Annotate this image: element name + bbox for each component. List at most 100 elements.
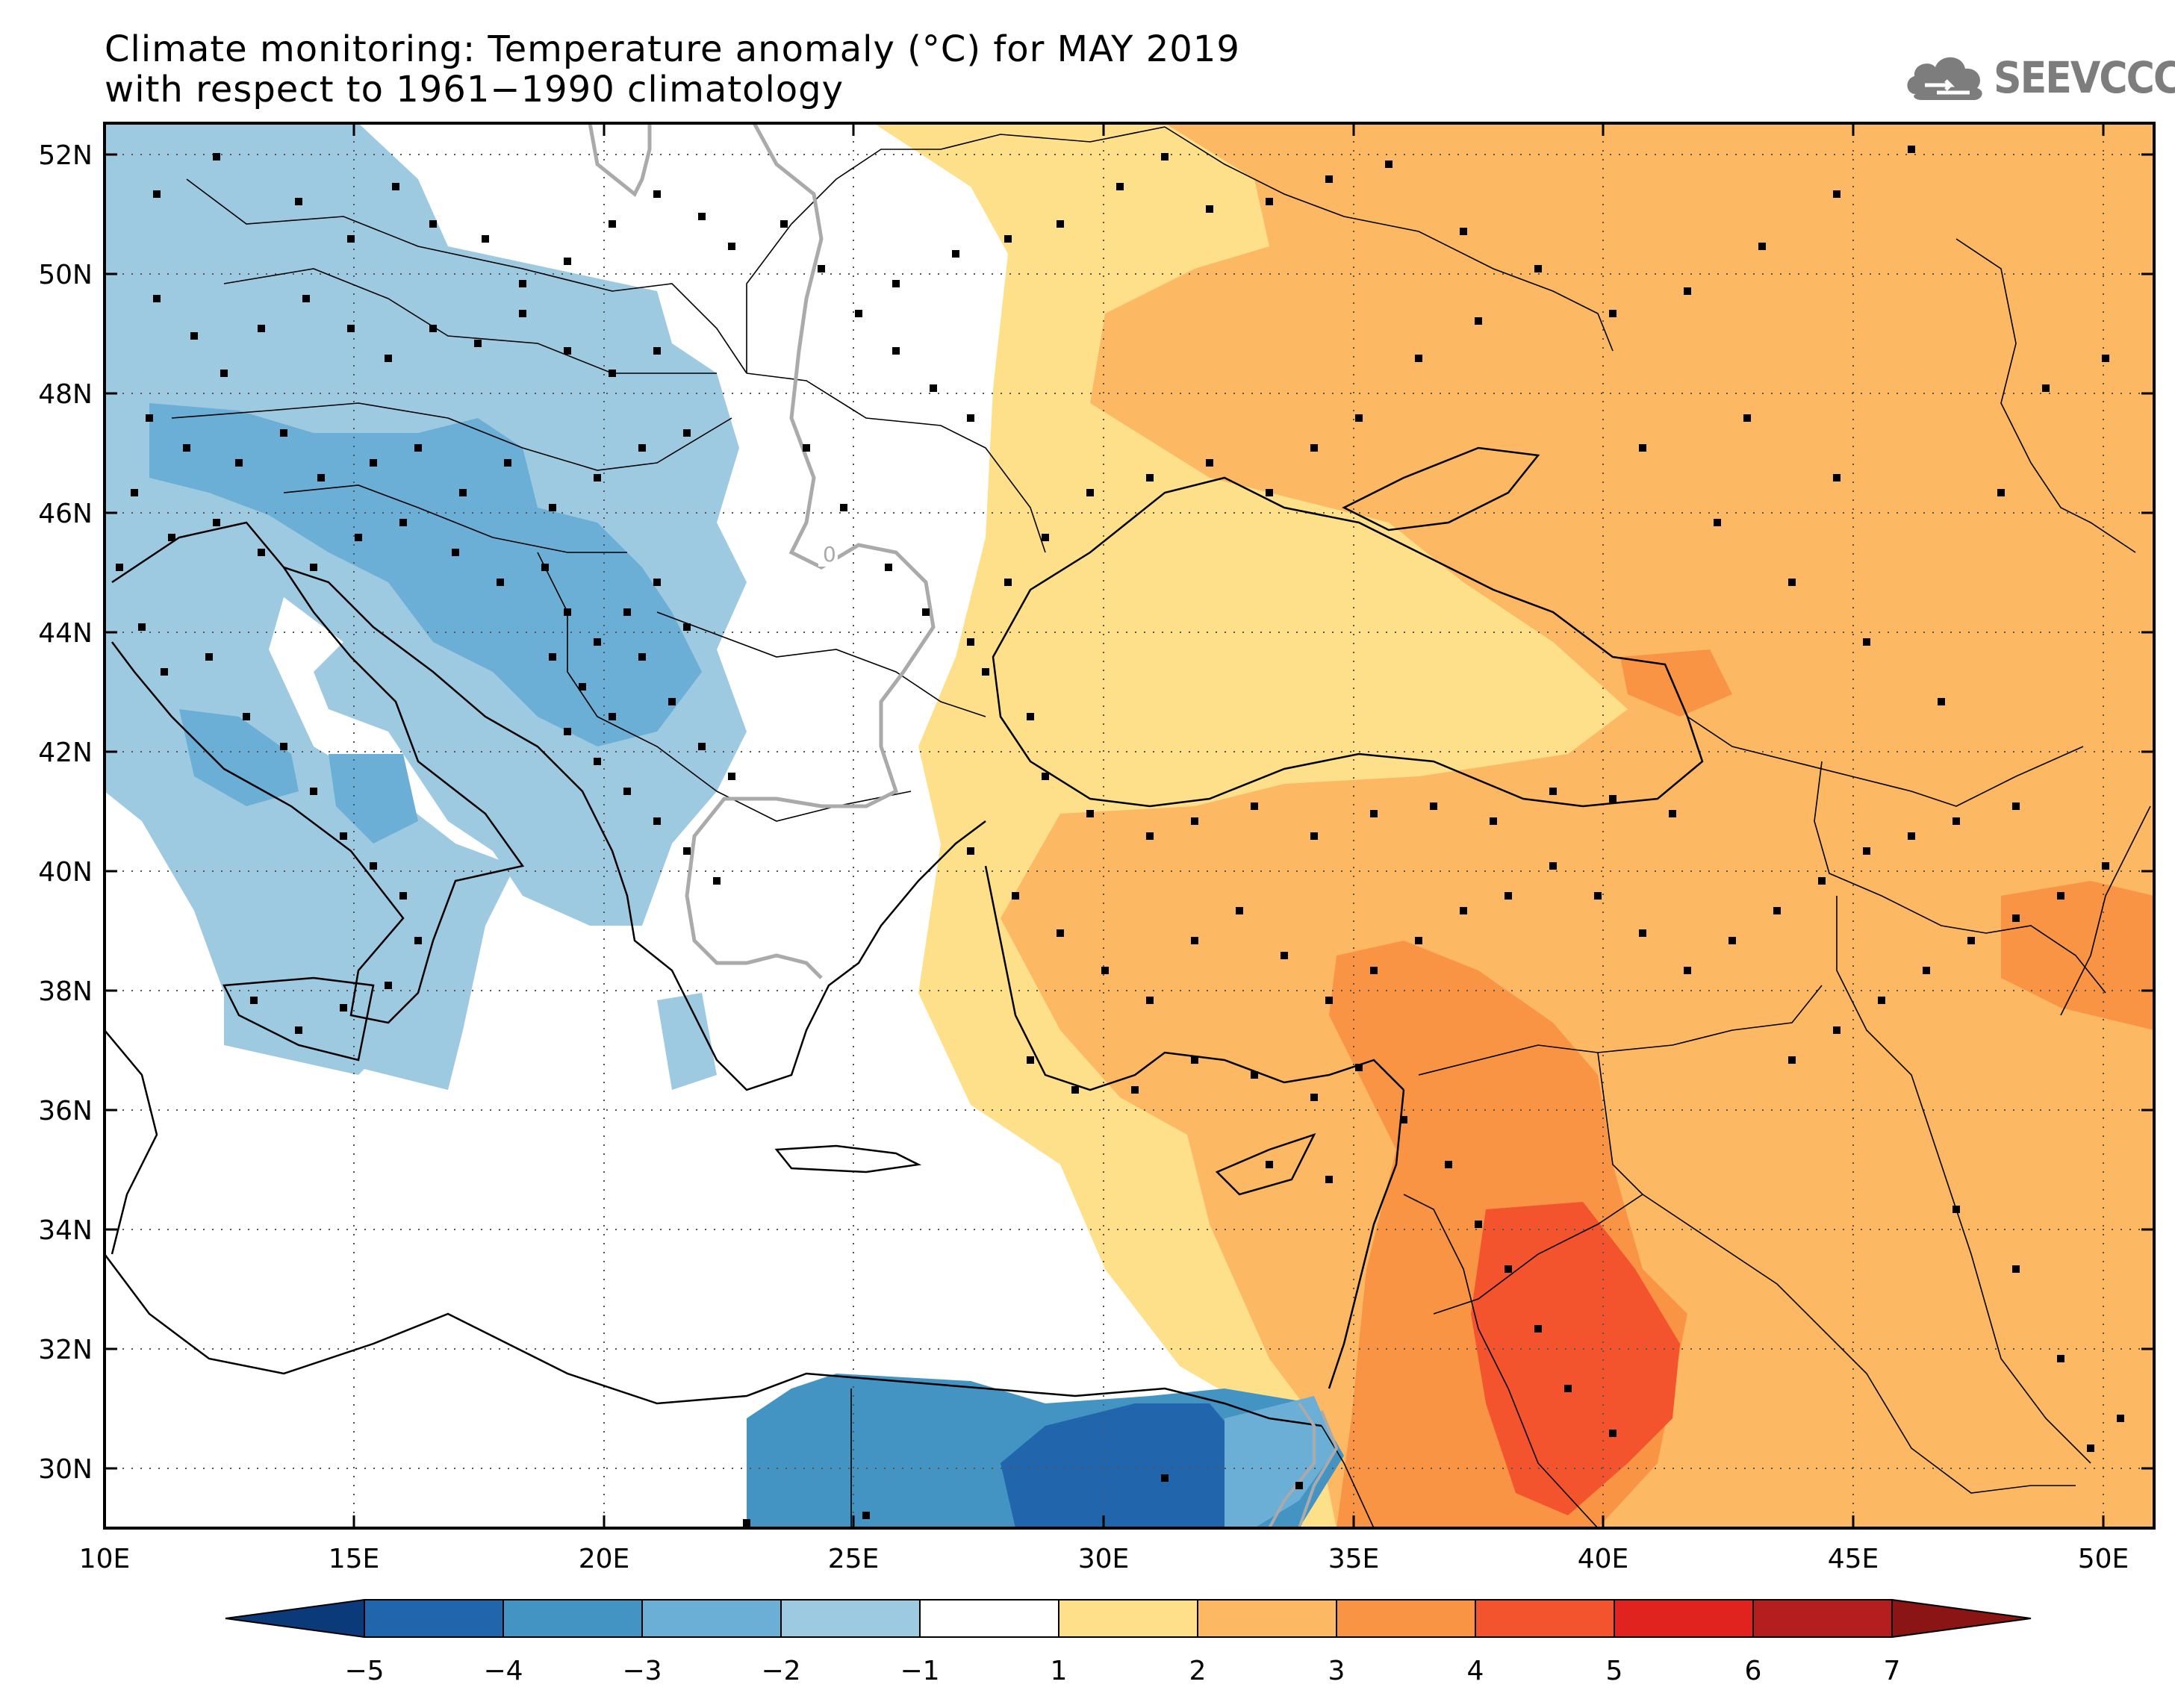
- station-marker: [653, 347, 661, 355]
- station-marker: [683, 429, 691, 437]
- station-marker: [2012, 1265, 2020, 1273]
- station-marker: [1878, 997, 1885, 1004]
- station-marker: [1938, 698, 1945, 705]
- black-sea-coast: [992, 476, 1704, 808]
- station-marker: [1161, 1474, 1169, 1482]
- station-marker: [213, 153, 220, 160]
- lat-tick-label: 38N: [38, 976, 93, 1007]
- station-marker: [564, 608, 571, 616]
- station-marker: [1012, 892, 1019, 900]
- station-marker: [1295, 1482, 1303, 1489]
- cloud-icon: [1907, 57, 1982, 100]
- station-marker: [549, 653, 556, 661]
- station-marker: [1355, 414, 1363, 422]
- station-marker: [1505, 1265, 1512, 1273]
- station-marker: [728, 773, 735, 780]
- station-marker: [1146, 474, 1154, 481]
- station-marker: [967, 847, 974, 855]
- italy-coast: [111, 521, 525, 1024]
- station-marker: [1460, 228, 1467, 235]
- lon-tick-label: 10E: [79, 1544, 131, 1574]
- station-marker: [2057, 1355, 2064, 1362]
- colorbar-labels: −5 −4 −3 −2 −1 1 2 3 4 5 6 7: [344, 1656, 1900, 1686]
- station-marker: [280, 743, 287, 750]
- station-marker: [1325, 175, 1333, 183]
- lat-tick-label: 52N: [38, 140, 93, 171]
- station-marker: [1684, 287, 1691, 295]
- station-marker: [482, 235, 489, 243]
- station-marker: [414, 937, 422, 944]
- colorbar-label: 3: [1328, 1656, 1345, 1686]
- coastlines: [105, 446, 1704, 1427]
- station-marker: [668, 698, 676, 705]
- station-marker: [1206, 459, 1213, 467]
- colorbar-label: 2: [1189, 1656, 1207, 1686]
- station-marker: [1430, 802, 1437, 810]
- lon-tick-labels: 10E 15E 20E 25E 30E 35E 40E 45E 50E: [79, 1544, 2129, 1574]
- station-marker: [549, 504, 556, 511]
- station-marker: [653, 817, 661, 825]
- station-marker: [803, 444, 810, 452]
- station-marker: [855, 310, 862, 317]
- station-marker: [594, 758, 601, 765]
- station-marker: [1004, 235, 1012, 243]
- station-marker: [609, 370, 616, 377]
- colorbar-label: 6: [1745, 1656, 1762, 1686]
- station-marker: [1325, 997, 1333, 1004]
- station-marker: [1639, 444, 1646, 452]
- station-marker: [818, 265, 825, 272]
- station-marker: [370, 862, 377, 870]
- logo-text: SEEVCCC: [1994, 52, 2175, 103]
- colorbar-segment: [1058, 1599, 1198, 1638]
- colorbar-segment: [1475, 1599, 1615, 1638]
- map-title-line2: with respect to 1961−1990 climatology: [105, 69, 844, 110]
- lon-tick-label: 20E: [579, 1544, 630, 1574]
- station-marker: [1863, 847, 1870, 855]
- adriatic-east-coast: [283, 566, 986, 1091]
- anatolia-south-coast: [984, 865, 1404, 1091]
- station-marker: [429, 220, 437, 228]
- lon-tick-label: 25E: [828, 1544, 880, 1574]
- station-marker: [1057, 220, 1064, 228]
- station-marker: [1714, 519, 1721, 526]
- station-marker: [1161, 153, 1169, 160]
- station-marker: [1863, 638, 1870, 646]
- station-marker: [922, 608, 930, 616]
- station-marker: [429, 325, 437, 332]
- station-marker: [609, 713, 616, 720]
- colorbar-segment: [919, 1599, 1060, 1638]
- station-marker: [1997, 489, 2005, 496]
- station-marker: [1639, 929, 1646, 937]
- station-marker: [1071, 1086, 1079, 1094]
- station-marker: [1534, 1325, 1542, 1333]
- station-marker: [1027, 713, 1034, 720]
- station-marker: [541, 564, 549, 571]
- station-marker: [243, 713, 250, 720]
- station-marker: [698, 743, 706, 750]
- station-marker: [1564, 1385, 1572, 1392]
- station-marker: [295, 198, 302, 205]
- station-marker: [1908, 832, 1915, 840]
- station-marker: [1609, 795, 1617, 802]
- station-marker: [1191, 937, 1198, 944]
- station-marker: [161, 668, 168, 676]
- colorbar-segment: [1336, 1599, 1476, 1638]
- station-marker: [1594, 892, 1602, 900]
- station-marker: [385, 355, 392, 362]
- station-marker: [2042, 384, 2050, 392]
- colorbar-segment: [780, 1599, 921, 1638]
- station-marker: [1505, 892, 1512, 900]
- station-marker: [1684, 967, 1691, 974]
- station-marker: [340, 1004, 347, 1012]
- station-marker: [1549, 862, 1557, 870]
- station-marker: [213, 519, 220, 526]
- colorbar-label: 7: [1884, 1656, 1901, 1686]
- station-marker: [1042, 534, 1049, 541]
- station-marker: [1669, 810, 1676, 817]
- colorbar-label: 1: [1051, 1656, 1068, 1686]
- station-marker: [653, 579, 661, 586]
- lat-tick-label: 48N: [38, 379, 93, 410]
- station-marker: [2102, 862, 2109, 870]
- station-marker: [1952, 817, 1960, 825]
- station-marker: [1310, 832, 1318, 840]
